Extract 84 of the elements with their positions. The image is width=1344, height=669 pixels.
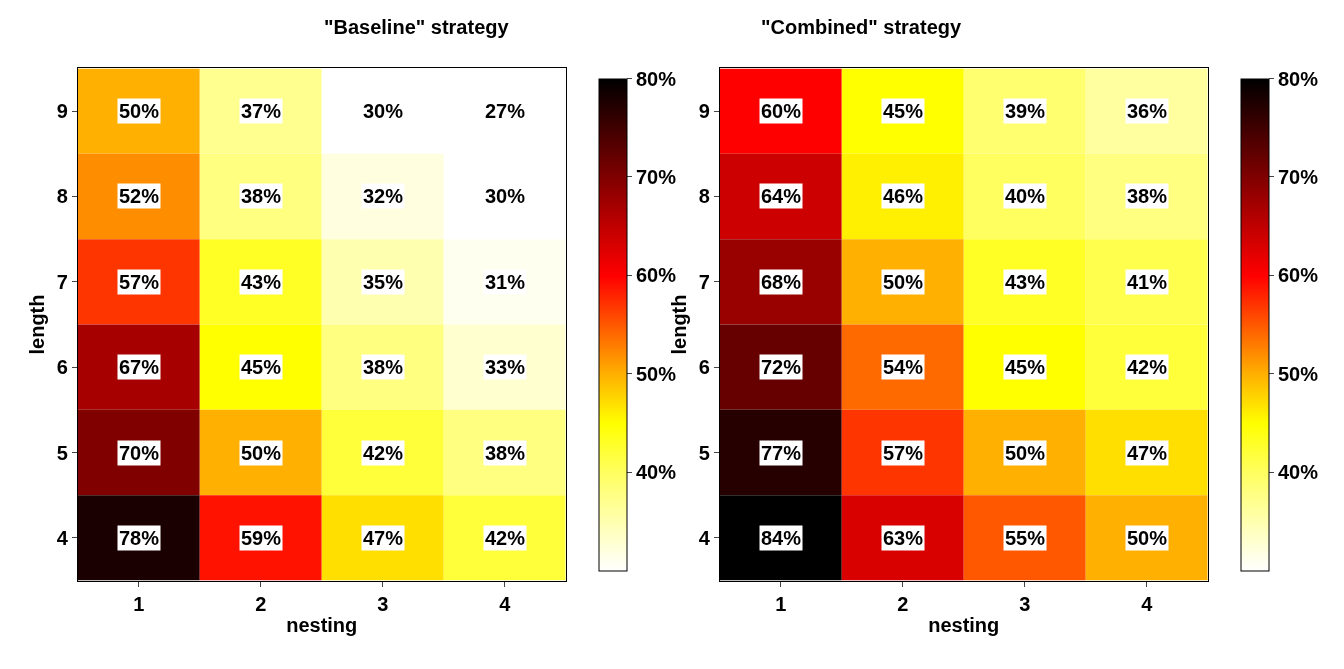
y-axis-title: length (668, 294, 691, 355)
y-axis-title: length (26, 294, 49, 355)
y-tick-label: 7 (698, 270, 710, 293)
data-label: 35% (363, 271, 404, 293)
x-tick-label: 1 (775, 592, 787, 615)
x-tick-label: 1 (133, 592, 145, 615)
y-tick-label: 9 (56, 100, 68, 123)
data-label: 54% (883, 356, 924, 378)
data-label: 32% (363, 185, 404, 207)
data-label: 31% (485, 271, 526, 293)
data-label: 50% (119, 100, 160, 122)
color-bar-label: 40% (1278, 461, 1319, 484)
y-tick-label: 9 (698, 100, 710, 123)
x-axis-title: nesting (928, 614, 1000, 637)
y-tick-label: 6 (698, 356, 710, 379)
y-tick-label: 5 (56, 441, 68, 464)
data-label: 40% (1005, 185, 1046, 207)
color-bar-label: 80% (1278, 67, 1319, 90)
chart-title: "Baseline" strategy (324, 16, 510, 38)
data-label: 50% (1005, 442, 1046, 464)
data-label: 38% (1127, 185, 1168, 207)
data-label: 57% (119, 271, 160, 293)
data-label: 45% (1005, 356, 1046, 378)
data-label: 72% (761, 356, 802, 378)
data-label: 30% (485, 185, 526, 207)
color-bar-label: 50% (1278, 362, 1319, 385)
data-label: 50% (883, 271, 924, 293)
data-label: 43% (1005, 271, 1046, 293)
x-axis-title: nesting (286, 614, 358, 637)
data-label: 37% (241, 100, 282, 122)
data-label: 57% (883, 442, 924, 464)
data-label: 68% (761, 271, 802, 293)
color-bar-label: 80% (636, 67, 677, 90)
data-label: 38% (485, 442, 526, 464)
data-label: 55% (1005, 527, 1046, 549)
data-label: 78% (119, 527, 160, 549)
y-tick-label: 8 (698, 185, 710, 208)
data-label: 70% (119, 442, 160, 464)
data-label: 52% (119, 185, 160, 207)
data-label: 60% (761, 100, 802, 122)
data-label: 38% (241, 185, 282, 207)
y-tick-label: 6 (56, 356, 68, 379)
y-tick-label: 7 (56, 270, 68, 293)
data-label: 50% (1127, 527, 1168, 549)
y-tick-label: 5 (698, 441, 710, 464)
data-label: 30% (363, 100, 404, 122)
data-label: 36% (1127, 100, 1168, 122)
color-bar-label: 50% (636, 362, 677, 385)
x-tick-label: 4 (1141, 592, 1154, 615)
data-label: 45% (241, 356, 282, 378)
x-tick-label: 2 (897, 592, 909, 615)
x-tick-label: 3 (1019, 592, 1031, 615)
data-label: 46% (883, 185, 924, 207)
color-bar-label: 70% (1278, 165, 1319, 188)
y-tick-label: 8 (56, 185, 68, 208)
color-bar-label: 70% (636, 165, 677, 188)
data-label: 42% (363, 442, 404, 464)
data-label: 39% (1005, 100, 1046, 122)
color-bar-label: 40% (636, 461, 677, 484)
data-label: 47% (1127, 442, 1168, 464)
data-label: 42% (1127, 356, 1168, 378)
y-tick-label: 4 (56, 526, 69, 549)
x-tick-label: 3 (377, 592, 389, 615)
data-label: 59% (241, 527, 282, 549)
color-bar-label: 60% (1278, 264, 1319, 287)
data-label: 42% (485, 527, 526, 549)
x-tick-label: 4 (499, 592, 512, 615)
data-label: 45% (883, 100, 924, 122)
data-label: 33% (485, 356, 526, 378)
data-label: 38% (363, 356, 404, 378)
data-label: 77% (761, 442, 802, 464)
data-label: 67% (119, 356, 160, 378)
color-bar-label: 60% (636, 264, 677, 287)
data-label: 50% (241, 442, 282, 464)
data-label: 43% (241, 271, 282, 293)
data-label: 84% (761, 527, 802, 549)
data-label: 47% (363, 527, 404, 549)
data-label: 64% (761, 185, 802, 207)
x-tick-label: 2 (255, 592, 267, 615)
data-label: 41% (1127, 271, 1168, 293)
data-label: 63% (883, 527, 924, 549)
data-label: 27% (485, 100, 526, 122)
chart-title: "Combined" strategy (761, 16, 962, 38)
y-tick-label: 4 (698, 526, 711, 549)
